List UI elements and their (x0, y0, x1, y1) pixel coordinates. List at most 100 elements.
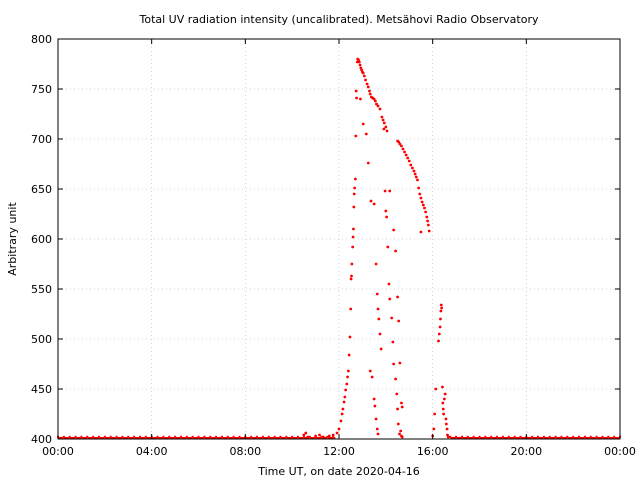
baseline-point (247, 437, 250, 439)
baseline-point (257, 437, 260, 439)
baseline-point (323, 437, 326, 439)
data-point (424, 210, 428, 214)
baseline-point (216, 437, 219, 439)
baseline-point (156, 435, 159, 438)
baseline-point (107, 437, 110, 439)
baseline-point (573, 437, 576, 439)
baseline-point (109, 435, 112, 438)
data-point (439, 317, 442, 321)
baseline-point (209, 435, 212, 438)
baseline-point (253, 437, 256, 439)
baseline-point (273, 435, 276, 438)
data-point (366, 85, 370, 89)
baseline-point (615, 437, 618, 439)
baseline-point (154, 437, 157, 439)
baseline-point (66, 437, 69, 439)
baseline-point (95, 437, 98, 439)
baseline-point (491, 437, 494, 439)
data-point (349, 277, 353, 281)
baseline-point (281, 437, 284, 439)
baseline-point (250, 435, 253, 438)
baseline-point (498, 437, 501, 439)
baseline-point (466, 435, 469, 438)
baseline-point (168, 435, 171, 438)
baseline-point (518, 437, 521, 439)
data-point (392, 228, 396, 232)
baseline-point (147, 437, 150, 439)
baseline-point (192, 437, 195, 439)
baseline-point (177, 437, 180, 439)
data-point (375, 427, 379, 431)
baseline-point (280, 437, 283, 439)
baseline-point (541, 437, 544, 439)
baseline-point (453, 437, 456, 439)
baseline-point (145, 437, 148, 439)
baseline-point (59, 437, 62, 439)
baseline-point (287, 437, 290, 439)
baseline-point (289, 437, 292, 439)
data-point (401, 147, 405, 151)
baseline-point (241, 437, 244, 439)
baseline-point (230, 437, 233, 439)
baseline-point (143, 437, 146, 439)
baseline-point (299, 437, 302, 439)
baseline-point (472, 435, 475, 438)
data-point (384, 125, 388, 129)
data-point (340, 412, 344, 416)
data-point (374, 417, 378, 421)
data-point (344, 388, 348, 392)
x-tick-label: 12:00 (323, 445, 355, 458)
baseline-point (67, 437, 70, 439)
data-point (433, 412, 437, 416)
data-point (396, 422, 400, 426)
baseline-point (220, 435, 223, 438)
baseline-point (559, 437, 562, 439)
baseline-point (82, 437, 85, 439)
baseline-point (531, 435, 534, 438)
baseline-point (151, 437, 154, 439)
baseline-point (594, 437, 597, 439)
baseline-point (101, 437, 104, 439)
baseline-point (494, 437, 497, 439)
baseline-point (332, 435, 335, 438)
data-point (427, 229, 431, 233)
data-point (439, 303, 443, 307)
baseline-point (456, 437, 459, 439)
baseline-point (572, 435, 575, 438)
data-point (339, 419, 343, 423)
baseline-point (530, 437, 533, 439)
baseline-point (544, 437, 547, 439)
data-point (302, 433, 306, 437)
baseline-point (108, 437, 111, 439)
baseline-point (124, 437, 127, 439)
data-point (379, 347, 383, 351)
baseline-point (165, 437, 168, 439)
baseline-point (251, 437, 254, 439)
baseline-point (548, 435, 551, 438)
data-point (361, 71, 365, 75)
baseline-point (561, 437, 564, 439)
baseline-point (204, 437, 207, 439)
data-point (438, 325, 442, 329)
baseline-point (294, 437, 297, 439)
baseline-point (521, 437, 524, 439)
data-point (420, 200, 424, 204)
baseline-point (549, 437, 552, 439)
baseline-point (96, 437, 99, 439)
baseline-point (607, 435, 610, 438)
baseline-point (188, 437, 191, 439)
data-point (437, 339, 440, 343)
data-point (376, 307, 380, 311)
baseline-point (600, 437, 603, 439)
baseline-point (79, 437, 82, 439)
baseline-point (141, 437, 144, 439)
baseline-point (614, 437, 617, 439)
data-point (373, 404, 377, 408)
baseline-point (601, 435, 604, 438)
baseline-point (261, 435, 264, 438)
baseline-point (520, 437, 523, 439)
baseline-point (534, 437, 537, 439)
data-point (327, 434, 331, 438)
baseline-point (112, 437, 115, 439)
baseline-point (62, 435, 65, 438)
